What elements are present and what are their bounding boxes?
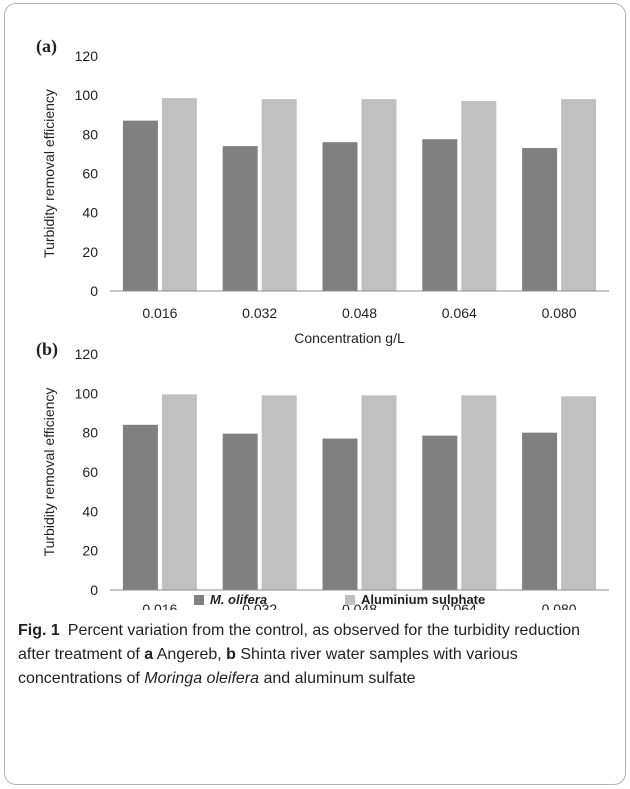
panel-a-bar-m-olifera	[422, 139, 458, 291]
panel-a-ytick-label: 120	[75, 48, 99, 64]
panel-a-ytick-label: 100	[75, 87, 99, 103]
panel-b-ytick-label: 0	[90, 582, 98, 598]
figure-caption: Fig. 1 Percent variation from the control…	[18, 619, 614, 691]
chart-legend: M. olifera Aluminium sulphate	[0, 592, 630, 612]
panel-b-ytick-label: 40	[82, 503, 98, 519]
panel-b-ytick-label: 80	[82, 425, 98, 441]
caption-text-1: Percent variation from the control, as o…	[18, 622, 581, 663]
panel-a-ytick-label: 40	[82, 205, 98, 221]
panel-a-y-axis-title: Turbidity removal efficiency	[41, 89, 57, 258]
legend-label-aluminium-sulphate: Aluminium sulphate	[361, 592, 486, 607]
caption-marker-b: b	[226, 646, 236, 663]
panel-a-x-axis-title: Concentration g/L	[294, 330, 405, 346]
panel-a-bar-m-olifera	[322, 142, 358, 291]
panel-b-bar-m-olifera	[522, 432, 558, 590]
panel-b-xtick-label: 0.032	[242, 601, 277, 610]
caption-marker-a: a	[144, 646, 154, 663]
panel-a-xtick-label: 0.080	[542, 305, 577, 321]
caption-text-3: Shinta river water samples with various …	[18, 646, 518, 687]
panel-a-bar-aluminium-sulphate	[561, 99, 597, 291]
panel-b-ytick-label: 60	[82, 464, 98, 480]
panel-a-label: (a)	[36, 36, 57, 57]
panel-b-bar-aluminium-sulphate	[461, 395, 497, 590]
figure-frame	[4, 3, 626, 785]
panel-a-xtick-label: 0.064	[442, 305, 477, 321]
panel-a-xtick-label: 0.048	[342, 305, 377, 321]
panel-b-bar-m-olifera	[322, 438, 358, 590]
panel-b-bar-aluminium-sulphate	[161, 394, 197, 590]
panel-a-bar-aluminium-sulphate	[361, 99, 397, 291]
panel-a-bar-aluminium-sulphate	[261, 99, 297, 291]
legend-item-aluminium-sulphate: Aluminium sulphate	[345, 592, 485, 607]
panel-b-bar-aluminium-sulphate	[561, 396, 597, 590]
panel-a-xtick-label: 0.032	[242, 305, 277, 321]
panel-a-xtick-label: 0.016	[142, 305, 177, 321]
panel-a-bar-aluminium-sulphate	[461, 101, 497, 292]
legend-swatch-m-olifera	[194, 594, 204, 605]
panel-b-bar-m-olifera	[122, 424, 158, 590]
panel-b-bar-aluminium-sulphate	[361, 395, 397, 590]
panel-b-ytick-label: 100	[75, 385, 99, 401]
panel-b-xtick-label: 0.080	[542, 601, 577, 610]
legend-item-m-olifera: M. olifera	[194, 592, 267, 607]
caption-label: Fig. 1	[18, 622, 60, 639]
panel-b-y-axis-title: Turbidity removal efficiency	[41, 388, 57, 557]
panel-a-bar-m-olifera	[222, 146, 258, 291]
panel-a-bar-m-olifera	[522, 148, 558, 291]
legend-swatch-aluminium-sulphate	[345, 594, 355, 605]
panel-b-bar-aluminium-sulphate	[261, 395, 297, 590]
caption-text-2: Angereb,	[153, 646, 227, 663]
panel-a-ytick-label: 60	[82, 166, 98, 182]
legend-label-m-olifera: M. olifera	[210, 592, 268, 607]
panel-a-ytick-label: 80	[82, 126, 98, 142]
caption-text-4: and aluminum sulfate	[259, 670, 416, 687]
panel-a-ytick-label: 0	[90, 283, 98, 299]
panel-b-ytick-label: 120	[75, 346, 99, 362]
chart-area: (a) 0 20 40 60 80 100 120 Turbidity removal effi…	[36, 36, 609, 610]
panel-b-xtick-label: 0.016	[142, 601, 177, 610]
panel-b-xtick-label: 0.048	[342, 601, 377, 610]
panel-b-ytick-label: 20	[82, 543, 98, 559]
panel-b-bar-m-olifera	[422, 435, 458, 590]
panel-b-label: (b)	[36, 339, 58, 360]
panel-a-bar-aluminium-sulphate	[161, 98, 197, 292]
panel-a-ytick-label: 20	[82, 244, 98, 260]
caption-species: Moringa oleifera	[144, 670, 260, 687]
panel-b-xtick-label: 0.064	[442, 601, 477, 610]
panel-b-bar-m-olifera	[222, 433, 258, 590]
panel-a-bar-m-olifera	[122, 120, 158, 291]
